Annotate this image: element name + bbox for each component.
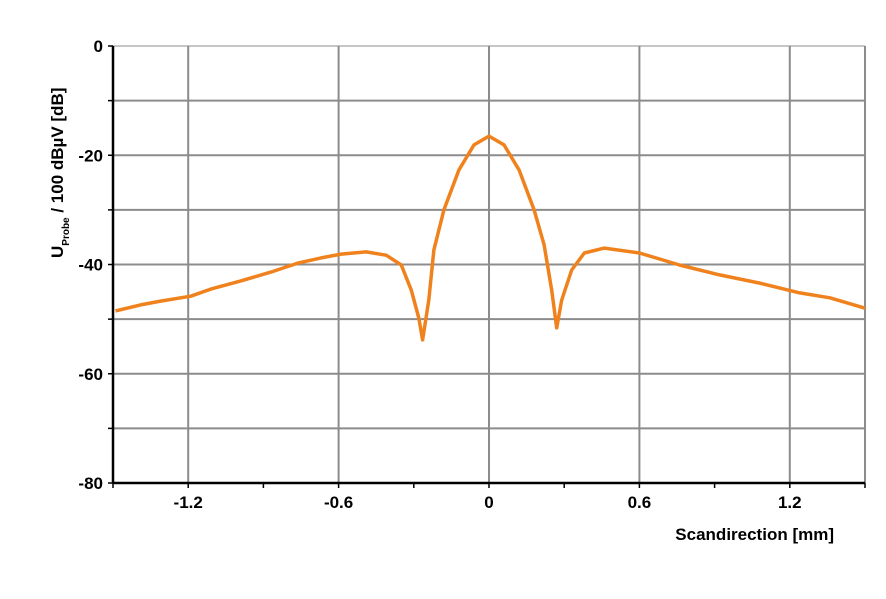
x-tick-label: 1.2 — [778, 493, 802, 512]
tick-labels: 0 -20 -40 -60 -80 -1.2 -0.6 0 0.6 1.2 — [78, 37, 801, 512]
y-tick-label: -60 — [78, 365, 103, 384]
axes — [108, 45, 866, 488]
grid — [113, 45, 866, 484]
series-line — [115, 134, 866, 342]
y-tick-label: 0 — [94, 37, 103, 56]
y-tick-label: -80 — [78, 474, 103, 493]
x-tick-label: -0.6 — [324, 493, 353, 512]
y-axis-label: UProbe / 100 dBµV [dB] — [48, 88, 72, 258]
x-axis-label: Scandirection [mm] — [675, 525, 834, 544]
x-tick-label: -1.2 — [174, 493, 203, 512]
x-tick-label: 0.6 — [628, 493, 652, 512]
x-tick-label: 0 — [484, 493, 493, 512]
y-tick-label: -40 — [78, 256, 103, 275]
y-tick-label: -20 — [78, 146, 103, 165]
